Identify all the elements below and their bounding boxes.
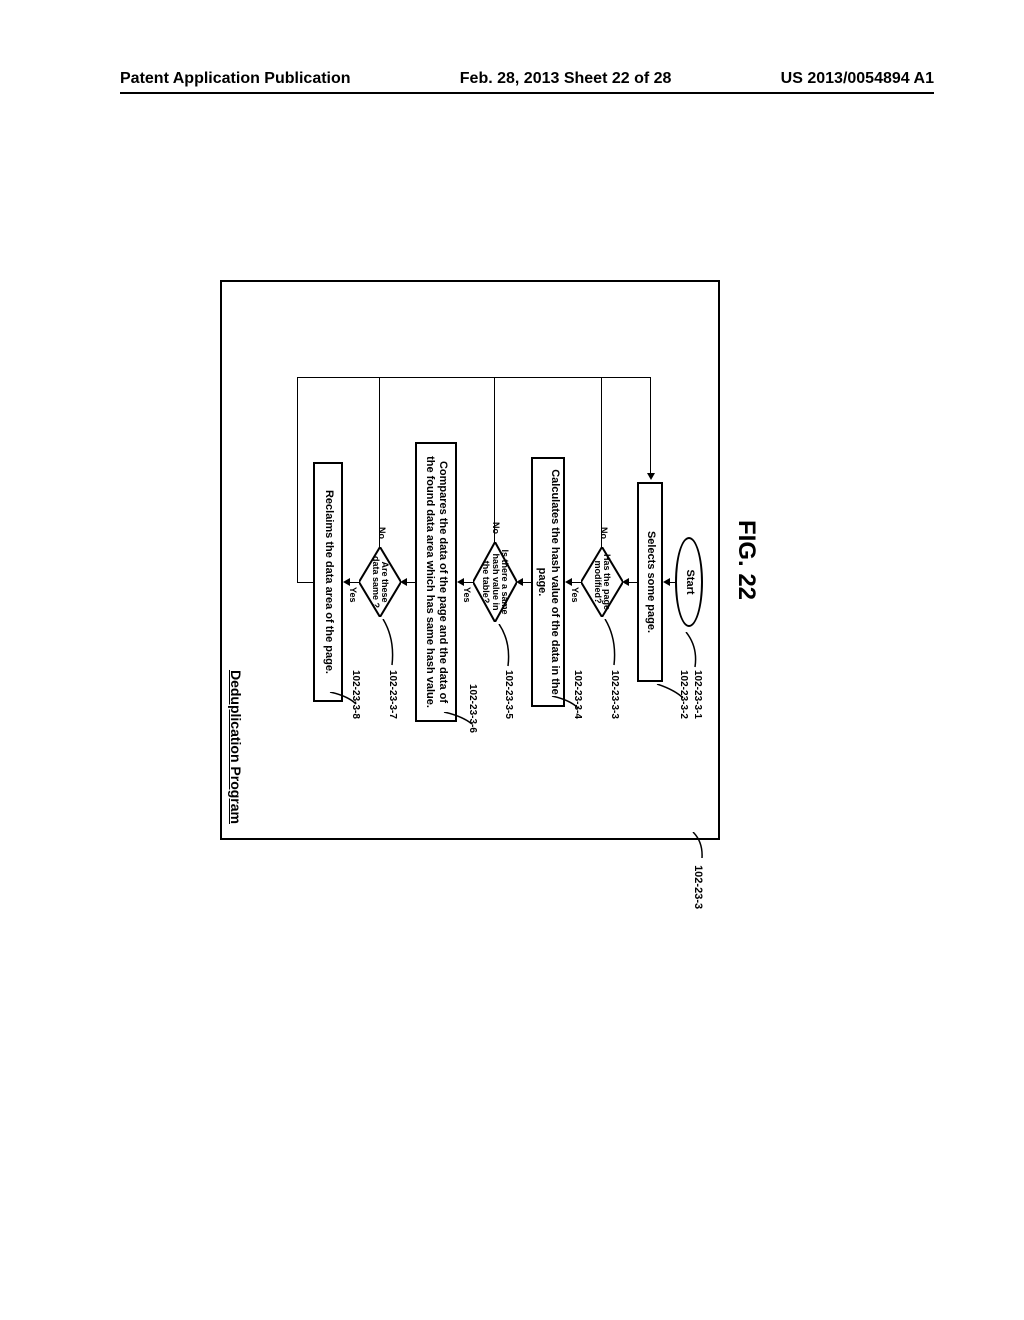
ref-curve-start xyxy=(679,632,698,672)
node-compare: Compares the data of the page and the da… xyxy=(415,442,457,722)
ref-compare: 102-23-3-6 xyxy=(467,684,478,733)
header-left: Patent Application Publication xyxy=(120,70,351,88)
node-same-hash: Is there a same hash value in the table? xyxy=(473,542,517,622)
label-no-2: No xyxy=(491,522,501,534)
node-select: Selects some page. xyxy=(637,482,663,682)
node-data-same: Are these data same ? xyxy=(359,547,401,617)
ref-samehash: 102-23-3-5 xyxy=(503,670,514,719)
box-ref: 102-23-3 xyxy=(691,832,705,909)
figure-title: FIG. 22 xyxy=(732,180,760,940)
figure-rotated: FIG. 22 Deduplication Program Start 102-… xyxy=(200,180,760,940)
ref-select: 102-23-3-2 xyxy=(678,670,689,719)
ref-curve-datasame xyxy=(376,619,395,669)
label-yes-2: Yes xyxy=(462,587,472,603)
ref-curve-samehash xyxy=(492,624,511,670)
ref-calc: 102-23-3-4 xyxy=(572,670,583,719)
program-label: Deduplication Program xyxy=(228,670,244,824)
node-reclaim: Reclaims the data area of the page. xyxy=(313,462,343,702)
node-calc: Calculates the hash value of the data in… xyxy=(531,457,565,707)
ref-start: 102-23-3-1 xyxy=(692,670,703,719)
ref-reclaim: 102-23-3-8 xyxy=(350,670,361,719)
node-start: Start xyxy=(675,537,703,627)
label-yes-1: Yes xyxy=(570,587,580,603)
flowchart-container: Deduplication Program Start 102-23-3-1 S… xyxy=(220,280,720,840)
page-header: Patent Application Publication Feb. 28, … xyxy=(120,70,934,94)
label-yes-3: Yes xyxy=(348,587,358,603)
ref-datasame: 102-23-3-7 xyxy=(387,670,398,719)
flowchart: Start 102-23-3-1 Selects some page. 102-… xyxy=(263,292,703,828)
header-center: Feb. 28, 2013 Sheet 22 of 28 xyxy=(460,70,672,88)
header-right: US 2013/0054894 A1 xyxy=(781,70,934,88)
ref-modified: 102-23-3-3 xyxy=(609,670,620,719)
ref-curve-modified xyxy=(598,619,617,669)
node-modified: Has the page modified? xyxy=(581,547,623,617)
